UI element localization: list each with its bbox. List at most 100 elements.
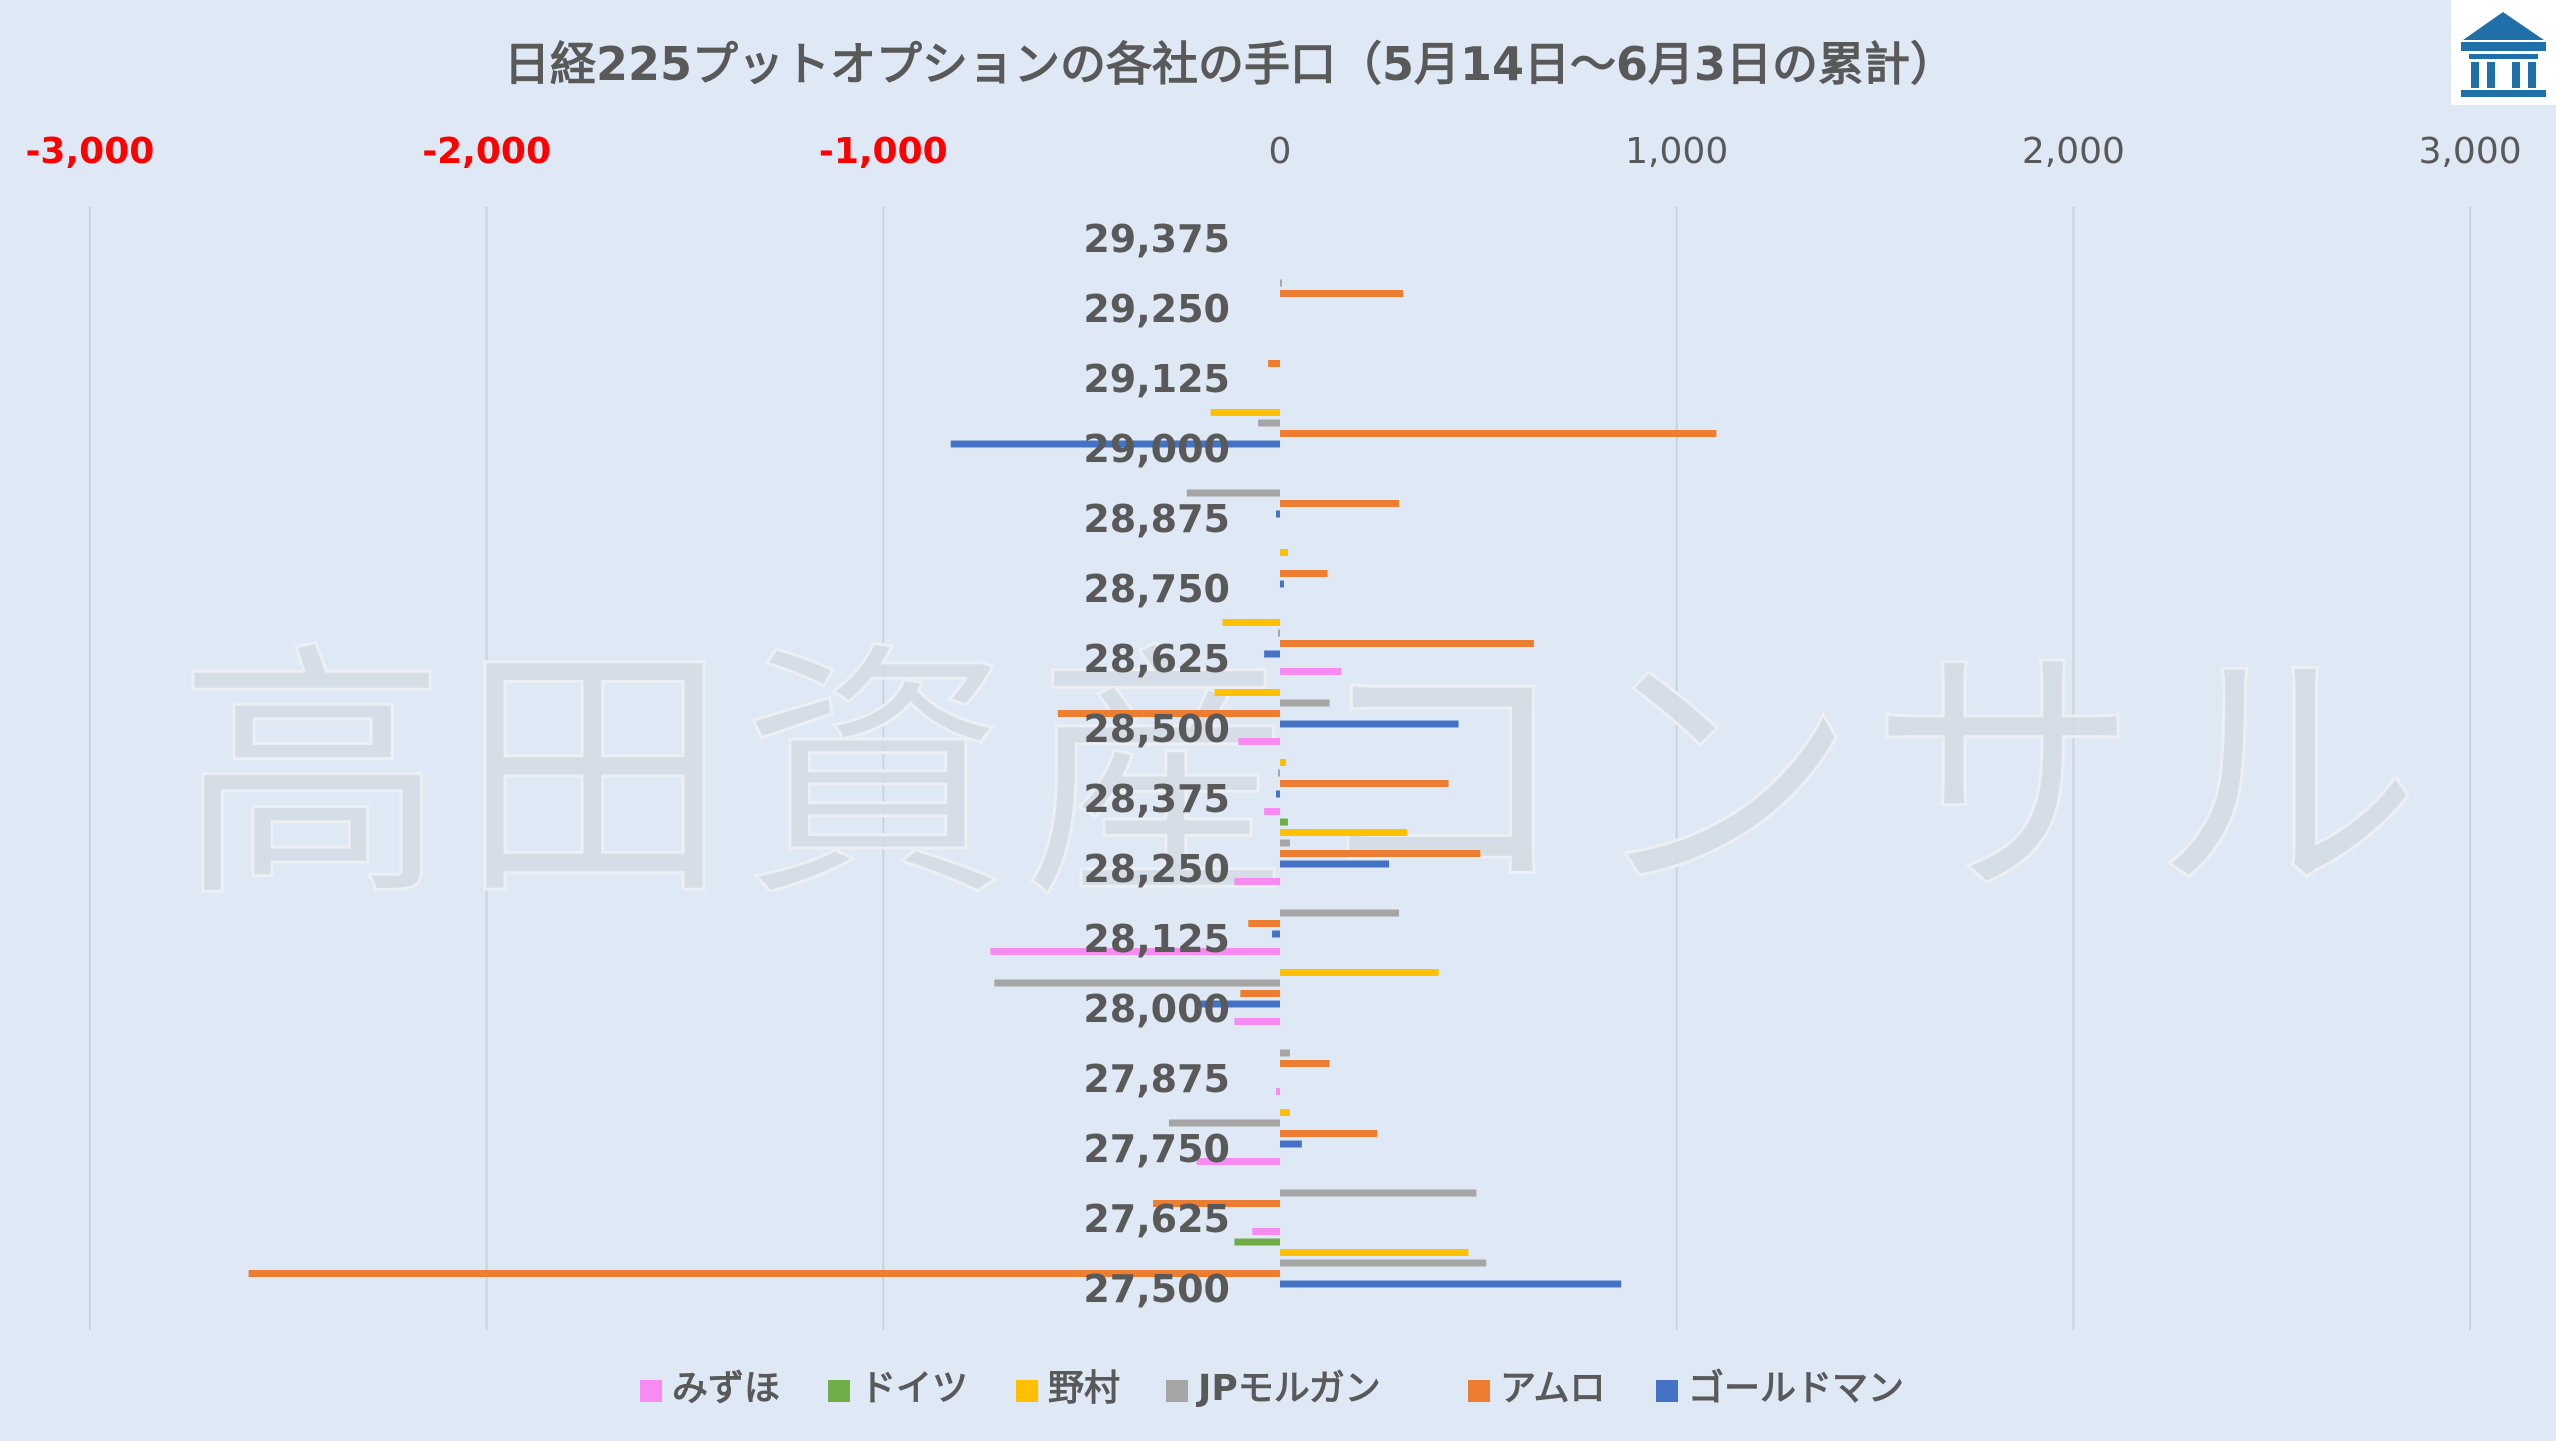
chart-title: 日経225プットオプションの各社の手口（5月14日〜6月3日の累計）	[504, 37, 1956, 91]
category-label: 28,250	[1083, 847, 1230, 891]
bar-アムロ	[1280, 1060, 1330, 1067]
x-tick-label: -1,000	[819, 131, 948, 172]
bar-JPモルガン	[1278, 629, 1280, 637]
category-label: 29,375	[1083, 217, 1230, 261]
bar-アムロ	[1280, 1130, 1378, 1137]
legend-label: ドイツ	[860, 1368, 968, 1409]
bar-ゴールドマン	[1272, 930, 1280, 938]
logo	[2451, 0, 2556, 105]
bar-JPモルガン	[1168, 1119, 1280, 1127]
bar-アムロ	[1248, 920, 1280, 927]
bar-アムロ	[1057, 710, 1280, 717]
x-tick-label: 3,000	[2419, 131, 2522, 172]
category-label: 27,625	[1083, 1197, 1230, 1241]
category-label: 29,125	[1083, 357, 1230, 401]
category-label: 29,250	[1083, 287, 1230, 331]
building-logo-icon	[2461, 12, 2546, 97]
legend-swatch	[1468, 1380, 1490, 1402]
x-axis-ticks: -3,000 -2,000 -1,000 0 1,000 2,000 3,000	[25, 131, 2521, 172]
x-tick-label: -3,000	[25, 131, 154, 172]
bar-ゴールドマン	[1200, 1000, 1280, 1008]
bar-みずほ	[1276, 1088, 1280, 1095]
bar-JPモルガン	[1280, 279, 1282, 287]
bar-JPモルガン	[1258, 419, 1280, 427]
legend-swatch	[1656, 1380, 1678, 1402]
bar-JPモルガン	[1280, 1049, 1290, 1057]
bar-みずほ	[1264, 808, 1280, 815]
bar-野村	[1214, 689, 1280, 696]
category-label: 28,375	[1083, 777, 1230, 821]
bar-JPモルガン	[1280, 699, 1330, 707]
legend-label: アムロ	[1500, 1368, 1605, 1409]
bar-みずほ	[1234, 878, 1280, 885]
legend-swatch	[828, 1380, 850, 1402]
category-label: 27,875	[1083, 1057, 1230, 1101]
bar-ゴールドマン	[1276, 790, 1280, 798]
bar-ドイツ	[1280, 818, 1288, 826]
x-tick-label: 2,000	[2022, 131, 2125, 172]
bar-JPモルガン	[1280, 1259, 1487, 1267]
bar-アムロ	[1280, 290, 1403, 297]
category-labels: 29,375 29,250 29,125 29,000 28,875 28,750 28,6…	[1083, 217, 1230, 1311]
bar-ゴールドマン	[1280, 1140, 1302, 1148]
bar-みずほ	[1252, 1228, 1280, 1235]
bar-みずほ	[1238, 738, 1280, 745]
bar-野村	[1280, 829, 1407, 836]
category-label: 28,500	[1083, 707, 1230, 751]
bar-ドイツ	[1234, 1238, 1280, 1246]
bar-JPモルガン	[1186, 489, 1280, 497]
legend-swatch	[1016, 1380, 1038, 1402]
x-tick-label: -2,000	[422, 131, 551, 172]
bar-野村	[1222, 619, 1280, 626]
x-tick-label: 1,000	[1625, 131, 1728, 172]
bar-JPモルガン	[994, 979, 1280, 987]
bar-ゴールドマン	[1280, 1280, 1622, 1288]
bar-JPモルガン	[1280, 1189, 1477, 1197]
bar-みずほ	[1234, 1018, 1280, 1025]
category-label: 28,750	[1083, 567, 1230, 611]
legend: みずほ ドイツ 野村 JPモルガン アムロ ゴールドマン	[640, 1367, 1904, 1409]
bar-アムロ	[1280, 640, 1534, 647]
bar-野村	[1280, 969, 1439, 976]
bar-アムロ	[1268, 360, 1280, 367]
bar-野村	[1280, 1249, 1469, 1256]
category-label: 28,000	[1083, 987, 1230, 1031]
legend-swatch	[1166, 1380, 1188, 1402]
legend-swatch	[640, 1380, 662, 1402]
bar-みずほ	[990, 948, 1280, 955]
bar-アムロ	[1280, 780, 1449, 787]
bar-アムロ	[1280, 850, 1481, 857]
watermark-text: 高田資産コンサル	[177, 619, 2433, 934]
bar-アムロ	[1153, 1200, 1280, 1207]
bar-野村	[1280, 759, 1286, 766]
category-label: 29,000	[1083, 427, 1230, 471]
bar-ゴールドマン	[1264, 650, 1280, 658]
bar-アムロ	[1280, 430, 1717, 437]
category-label: 28,875	[1083, 497, 1230, 541]
legend-label: JPモルガン	[1195, 1368, 1381, 1409]
gridlines	[88, 207, 2472, 1330]
bar-みずほ	[1280, 668, 1342, 675]
legend-label: 野村	[1048, 1368, 1120, 1409]
bar-アムロ	[1240, 990, 1280, 997]
bars	[248, 279, 1717, 1288]
bar-JPモルガン	[1280, 839, 1290, 847]
bar-ゴールドマン	[1276, 510, 1280, 518]
category-label: 27,750	[1083, 1127, 1230, 1171]
bar-野村	[1280, 1109, 1290, 1116]
bar-アムロ	[248, 1270, 1281, 1277]
x-tick-label: 0	[1269, 131, 1292, 172]
category-label: 27,500	[1083, 1267, 1230, 1311]
bar-ゴールドマン	[1280, 860, 1390, 868]
legend-label: みずほ	[672, 1368, 780, 1409]
legend-label: ゴールドマン	[1688, 1367, 1904, 1409]
category-label: 28,125	[1083, 917, 1230, 961]
bar-ゴールドマン	[950, 440, 1280, 448]
bar-ゴールドマン	[1280, 720, 1459, 728]
bar-野村	[1280, 549, 1288, 556]
bar-アムロ	[1280, 570, 1328, 577]
bar-ゴールドマン	[1280, 580, 1284, 588]
bar-みずほ	[1196, 1158, 1280, 1165]
